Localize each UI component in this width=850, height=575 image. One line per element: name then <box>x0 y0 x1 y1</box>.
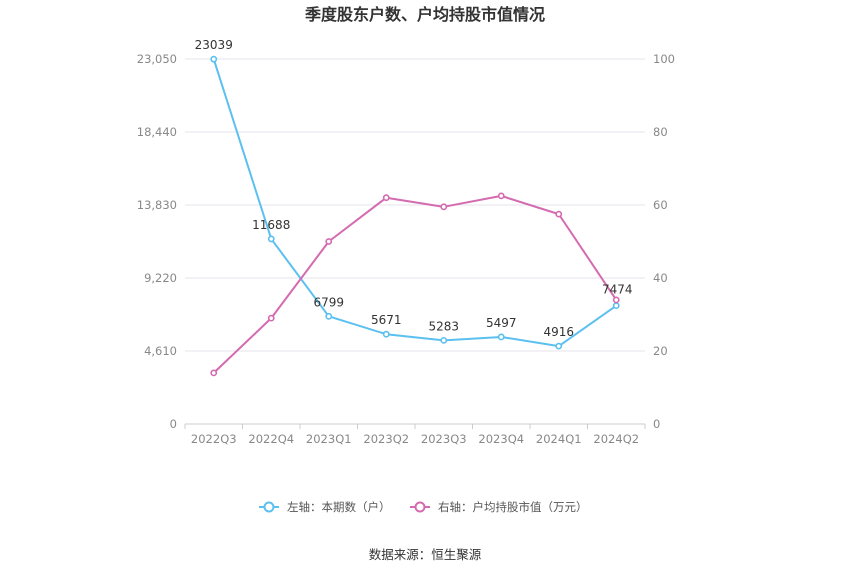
x-axis: 2022Q3 2022Q4 2023Q1 2023Q2 2023Q3 2023Q4 2024… <box>184 424 646 446</box>
right-tick-label: 0 <box>653 417 660 431</box>
right-tick-label: 80 <box>653 125 668 139</box>
right-tick-label: 20 <box>653 344 668 358</box>
x-tick-label: 2023Q2 <box>363 432 409 446</box>
data-point-market-value <box>382 194 390 202</box>
data-point-market-value <box>612 296 620 304</box>
legend-swatch-marker <box>263 501 275 513</box>
data-point-households <box>497 333 505 341</box>
chart-title: 季度股东户数、户均持股市值情况 <box>304 5 545 24</box>
data-point-market-value <box>555 210 563 218</box>
data-label: 5497 <box>486 316 517 330</box>
legend: 左轴：本期数（户） 右轴：户均持股市值（万元） <box>259 500 588 514</box>
x-tick-label: 2024Q2 <box>593 432 639 446</box>
data-point-market-value <box>440 203 448 211</box>
left-tick-label: 9,220 <box>144 271 177 285</box>
series-group <box>210 55 620 377</box>
data-point-households <box>612 302 620 310</box>
series-line-market-value <box>213 194 618 374</box>
source-note: 数据来源：恒生聚源 <box>369 547 482 562</box>
data-label: 4916 <box>543 325 574 339</box>
data-point-households <box>440 336 448 344</box>
data-point-market-value <box>267 314 275 322</box>
left-axis: 0 4,610 9,220 13,830 18,440 23,050 <box>137 52 177 431</box>
x-tick-label: 2022Q3 <box>191 432 237 446</box>
x-tick-label: 2024Q1 <box>536 432 582 446</box>
left-tick-label: 18,440 <box>137 125 177 139</box>
legend-swatch-marker <box>414 501 426 513</box>
data-point-households <box>382 330 390 338</box>
x-tick-label: 2023Q1 <box>306 432 352 446</box>
data-point-market-value <box>497 192 505 200</box>
left-tick-label: 23,050 <box>137 52 177 66</box>
legend-label: 左轴：本期数（户） <box>287 500 391 514</box>
left-tick-label: 0 <box>170 417 177 431</box>
left-tick-label: 13,830 <box>137 198 177 212</box>
right-axis: 0 20 40 60 80 100 <box>653 52 675 431</box>
series-line-households <box>212 58 617 348</box>
data-label: 6799 <box>313 295 344 309</box>
legend-label: 右轴：户均持股市值（万元） <box>438 500 588 514</box>
x-tick-label: 2022Q4 <box>248 432 294 446</box>
data-label: 11688 <box>252 218 290 232</box>
data-label: 5671 <box>371 313 402 327</box>
data-point-households <box>267 235 275 243</box>
data-label: 7474 <box>602 283 633 297</box>
right-tick-label: 40 <box>653 271 668 285</box>
data-label: 23039 <box>195 38 233 52</box>
data-point-households <box>555 342 563 350</box>
x-tick-label: 2023Q3 <box>421 432 467 446</box>
right-tick-label: 60 <box>653 198 668 212</box>
data-label: 5283 <box>428 319 459 333</box>
right-tick-label: 100 <box>653 52 675 66</box>
x-tick-label: 2023Q4 <box>478 432 524 446</box>
data-labels: 23039 11688 6799 5671 5283 5497 4916 7474 <box>195 38 633 339</box>
grid <box>185 58 645 425</box>
data-point-market-value <box>210 369 218 377</box>
data-point-households <box>325 312 333 320</box>
data-point-market-value <box>325 238 333 245</box>
left-tick-label: 4,610 <box>144 344 177 358</box>
data-point-households <box>210 55 218 63</box>
